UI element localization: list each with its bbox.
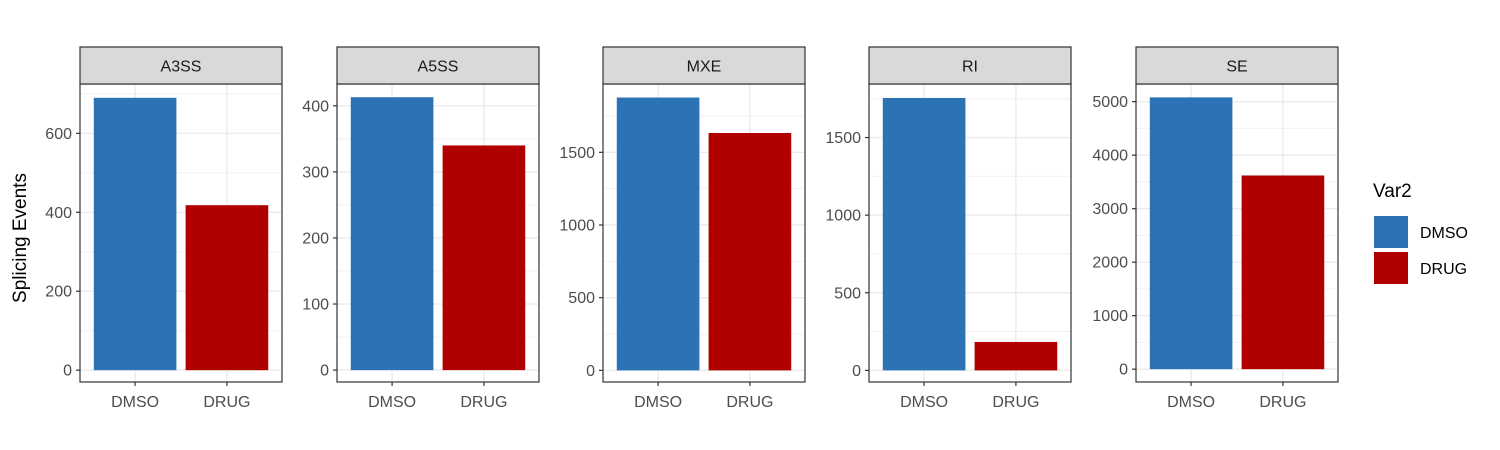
bar-ri-dmso (882, 97, 966, 371)
y-tick-label: 400 (302, 98, 329, 115)
bar-se-drug (1241, 175, 1325, 370)
x-tick-label: DMSO (1167, 394, 1215, 411)
facet-strip-label: A5SS (418, 59, 459, 76)
bar-a5ss-dmso (350, 97, 434, 371)
y-tick-label: 300 (302, 164, 329, 181)
facet-strip-label: SE (1226, 59, 1247, 76)
x-tick-label: DRUG (460, 394, 507, 411)
y-tick-label: 3000 (1092, 201, 1128, 218)
facet-strip (868, 46, 1072, 85)
facet-panels: A3SS 0 200 400 600 DMSO DRUG A5SS 0 100 200 300 400 D… (45, 46, 1339, 411)
y-axis-label: Splicing Events (10, 173, 31, 303)
bar-mxe-drug (708, 132, 792, 371)
bar-a5ss-drug (442, 145, 526, 371)
y-tick-label: 200 (45, 284, 72, 301)
y-tick-label: 500 (834, 285, 861, 302)
y-tick-label: 0 (63, 363, 72, 380)
facet-strip (602, 46, 806, 85)
legend: Var2 DMSO DRUG (1373, 181, 1468, 284)
x-tick-label: DRUG (726, 394, 773, 411)
facet-mxe: MXE 0 500 1000 1500 DMSO DRUG (559, 46, 806, 411)
y-tick-label: 200 (302, 230, 329, 247)
y-tick-label: 100 (302, 297, 329, 314)
facet-a3ss: A3SS 0 200 400 600 DMSO DRUG (45, 46, 283, 411)
facet-a5ss: A5SS 0 100 200 300 400 DMSO DRUG (302, 46, 540, 411)
x-tick-label: DRUG (203, 394, 250, 411)
x-tick-label: DMSO (368, 394, 416, 411)
facet-se: SE 0 1000 2000 3000 4000 5000 DMSO DRUG (1092, 46, 1339, 411)
facet-strip (1135, 46, 1339, 85)
y-tick-label: 0 (1119, 362, 1128, 379)
y-tick-label: 2000 (1092, 255, 1128, 272)
legend-swatch-dmso (1374, 216, 1408, 248)
x-tick-label: DRUG (1259, 394, 1306, 411)
y-tick-label: 500 (568, 290, 595, 307)
facet-strip-label: MXE (687, 59, 722, 76)
y-tick-label: 5000 (1092, 94, 1128, 111)
bar-a3ss-dmso (93, 97, 177, 371)
y-tick-label: 0 (320, 363, 329, 380)
bar-se-dmso (1149, 97, 1233, 370)
facet-ri: RI 0 500 1000 1500 DMSO DRUG (825, 46, 1072, 411)
facet-strip-label: RI (962, 59, 978, 76)
y-tick-label: 1500 (825, 130, 861, 147)
legend-label-drug: DRUG (1420, 261, 1467, 278)
legend-title: Var2 (1373, 181, 1412, 202)
y-tick-label: 1000 (825, 208, 861, 225)
legend-swatch-drug (1374, 252, 1408, 284)
x-tick-label: DRUG (992, 394, 1039, 411)
y-tick-label: 1000 (1092, 308, 1128, 325)
y-tick-label: 0 (586, 363, 595, 380)
bar-ri-drug (974, 341, 1058, 371)
bar-a3ss-drug (185, 205, 269, 371)
facet-strip-label: A3SS (161, 59, 202, 76)
y-tick-label: 4000 (1092, 148, 1128, 165)
y-tick-label: 600 (45, 126, 72, 143)
y-tick-label: 0 (852, 363, 861, 380)
facet-strip (336, 46, 540, 85)
x-tick-label: DMSO (634, 394, 682, 411)
legend-label-dmso: DMSO (1420, 225, 1468, 242)
y-tick-label: 1000 (559, 218, 595, 235)
y-tick-label: 1500 (559, 145, 595, 162)
x-tick-label: DMSO (900, 394, 948, 411)
bar-mxe-dmso (616, 97, 700, 371)
y-tick-label: 400 (45, 205, 72, 222)
x-tick-label: DMSO (111, 394, 159, 411)
facet-strip (79, 46, 283, 85)
